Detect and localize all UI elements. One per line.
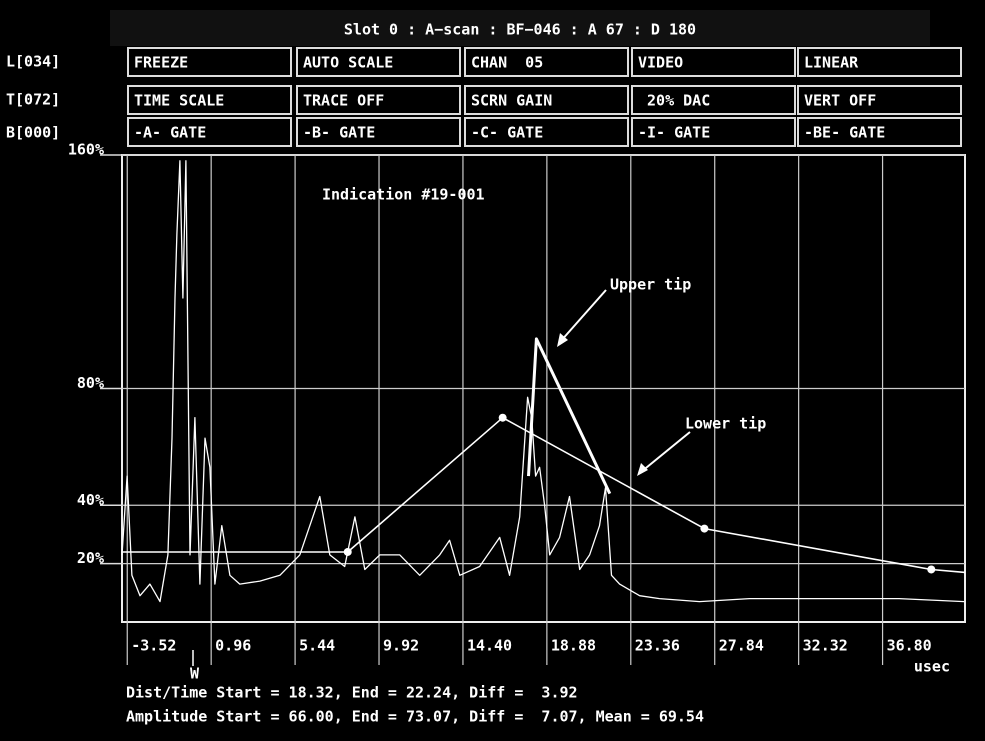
annotation: W (190, 665, 200, 683)
menu-cell-box (296, 47, 461, 77)
x-tick-label: 32.32 (803, 637, 848, 655)
series-marker (498, 413, 507, 422)
menu-cell-label: CHAN 05 (471, 54, 543, 72)
menu-cell-label: VIDEO (638, 54, 683, 72)
menu-cell[interactable]: SCRN GAIN (464, 85, 629, 115)
annotation: Lower tip (685, 415, 766, 433)
menu-cell[interactable]: VIDEO (631, 47, 796, 77)
header-title: Slot 0 : A−scan : BF−046 : A 67 : D 180 (344, 21, 696, 39)
menu-cell-box (797, 47, 962, 77)
menu-cell-label: TRACE OFF (303, 92, 384, 110)
x-tick-label: 14.40 (467, 637, 512, 655)
menu-cell-box (296, 117, 461, 147)
menu-cell-box (631, 85, 796, 115)
menu-cell[interactable]: -B- GATE (296, 117, 461, 147)
menu-cell-label: 20% DAC (638, 92, 710, 110)
x-tick-label: 36.80 (887, 637, 932, 655)
menu-cell-label: SCRN GAIN (471, 92, 552, 110)
annotation: Indication #19-001 (322, 186, 485, 204)
series-line (527, 337, 612, 495)
arrow-head (557, 333, 568, 347)
menu-cell-box (464, 85, 629, 115)
menu-cell[interactable]: AUTO SCALE (296, 47, 461, 77)
menu-cell-box (631, 47, 796, 77)
menu-cell-label: -BE- GATE (804, 124, 885, 142)
series-line (122, 416, 966, 574)
menu-cell-label: -A- GATE (134, 124, 206, 142)
y-tick-label: 40% (77, 491, 104, 509)
menu-cell-box (631, 117, 796, 147)
menu-cell-label: FREEZE (134, 54, 188, 72)
menu-cell[interactable]: 20% DAC (631, 85, 796, 115)
side-label: L[034] (6, 53, 60, 71)
x-tick-label: -3.52 (131, 637, 176, 655)
y-tick-label: 80% (77, 374, 104, 392)
menu-cell[interactable]: LINEAR (797, 47, 962, 77)
menu-cell[interactable]: -BE- GATE (797, 117, 962, 147)
x-tick-label: 27.84 (719, 637, 764, 655)
menu-cell[interactable]: TRACE OFF (296, 85, 461, 115)
menu-cell-label: TIME SCALE (134, 92, 224, 110)
annotation: Upper tip (610, 276, 691, 294)
x-tick-label: 9.92 (383, 637, 419, 655)
series-marker (343, 547, 352, 556)
side-label: T[072] (6, 91, 60, 109)
arrow-head (637, 463, 648, 476)
menu-cell-box (127, 117, 292, 147)
menu-cell-label: LINEAR (804, 54, 859, 72)
x-tick-label: 18.88 (551, 637, 596, 655)
title-bar (110, 10, 930, 46)
footer-line: Dist/Time Start = 18.32, End = 22.24, Di… (126, 684, 578, 702)
y-tick-label: 160% (68, 141, 104, 159)
arrow (559, 289, 607, 343)
series-marker (927, 565, 936, 574)
menu-cell[interactable]: -A- GATE (127, 117, 292, 147)
menu-cell-box (127, 85, 292, 115)
menu-cell-box (464, 47, 629, 77)
menu-cell[interactable]: -C- GATE (464, 117, 629, 147)
series-line (121, 160, 965, 603)
arrow (640, 431, 691, 473)
menu-cell-label: AUTO SCALE (303, 54, 393, 72)
side-label: B[000] (6, 124, 60, 142)
x-tick-label: 23.36 (635, 637, 680, 655)
menu-cell-box (464, 117, 629, 147)
series-marker (700, 524, 709, 533)
menu-cell-box (127, 47, 292, 77)
menu-cell[interactable]: TIME SCALE (127, 85, 292, 115)
menu-cell-box (296, 85, 461, 115)
menu-cell-label: -B- GATE (303, 124, 375, 142)
menu-cell-label: -C- GATE (471, 124, 543, 142)
menu-cell[interactable]: -I- GATE (631, 117, 796, 147)
menu-cell-label: -I- GATE (638, 124, 710, 142)
menu-cell-label: VERT OFF (804, 92, 876, 110)
menu-cell[interactable]: FREEZE (127, 47, 292, 77)
y-tick-label: 20% (77, 549, 104, 567)
x-tick-label: 5.44 (299, 637, 335, 655)
x-tick-label: 0.96 (215, 637, 251, 655)
x-axis-label: usec (914, 658, 950, 676)
menu-cell-box (797, 117, 962, 147)
menu-cell[interactable]: CHAN 05 (464, 47, 629, 77)
menu-cell-box (797, 85, 962, 115)
footer-line: Amplitude Start = 66.00, End = 73.07, Di… (126, 708, 704, 726)
menu-cell[interactable]: VERT OFF (797, 85, 962, 115)
